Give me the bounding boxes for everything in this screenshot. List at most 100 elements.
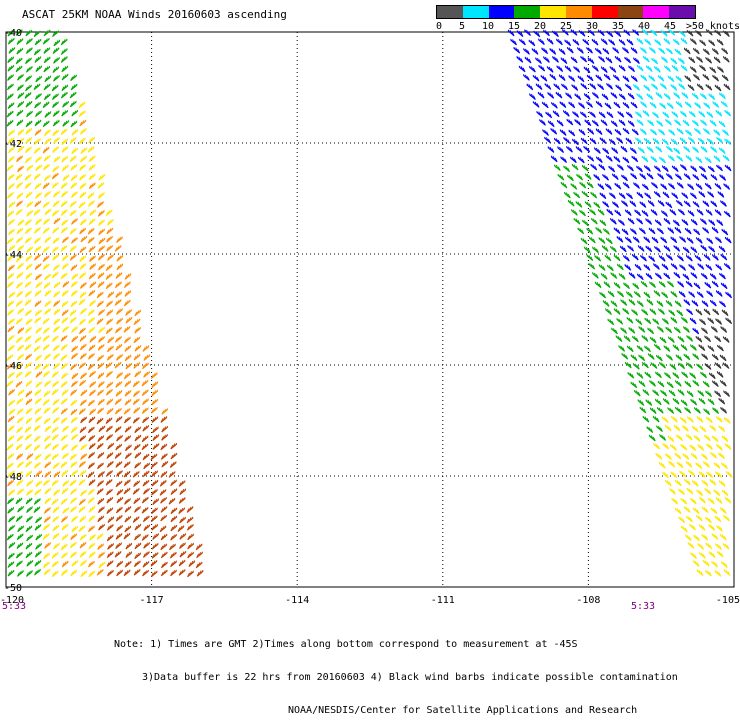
wind-barb-545 bbox=[105, 425, 113, 433]
wind-barb-1688 bbox=[674, 479, 682, 487]
wind-barb-1406 bbox=[711, 254, 719, 261]
wind-barb-1668 bbox=[701, 453, 708, 461]
wind-barb-1233 bbox=[557, 173, 565, 181]
wind-barb-61 bbox=[34, 101, 41, 109]
wind-barb-693 bbox=[70, 497, 77, 504]
wind-barb-981 bbox=[573, 66, 581, 73]
wind-barb-450 bbox=[35, 381, 43, 388]
wind-barb-1586 bbox=[649, 380, 656, 387]
wind-barb-915 bbox=[618, 39, 626, 46]
wind-barb-130 bbox=[61, 164, 69, 172]
wind-barb-112 bbox=[80, 147, 88, 154]
wind-barb-1547 bbox=[707, 345, 715, 352]
wind-barb-1340 bbox=[708, 219, 716, 226]
wind-barb-726 bbox=[186, 506, 194, 513]
wind-barb-1258 bbox=[614, 182, 622, 190]
wind-barb-72 bbox=[52, 110, 60, 117]
wind-barb-498 bbox=[8, 408, 16, 416]
wind-barb-413 bbox=[143, 354, 151, 361]
wind-barb-1501 bbox=[644, 317, 652, 325]
wind-barb-717 bbox=[106, 507, 114, 515]
scale-swatch-3 bbox=[514, 6, 541, 18]
wind-barb-1397 bbox=[631, 253, 639, 261]
wind-barb-1111 bbox=[547, 120, 555, 128]
wind-barb-553 bbox=[16, 435, 24, 442]
wind-barb-140 bbox=[62, 174, 70, 182]
wind-barb-484 bbox=[34, 397, 42, 405]
wind-barb-1204 bbox=[650, 156, 658, 163]
wind-barb-1528 bbox=[649, 336, 657, 344]
wind-barb-447 bbox=[6, 380, 14, 387]
wind-barb-1384 bbox=[654, 245, 661, 253]
wind-barb-26 bbox=[60, 56, 68, 63]
wind-barb-1236 bbox=[584, 173, 592, 180]
wind-barb-1694 bbox=[669, 488, 676, 495]
wind-barb-751 bbox=[34, 524, 42, 531]
wind-barb-559 bbox=[71, 433, 78, 441]
wind-barb-1244 bbox=[657, 173, 665, 180]
wind-barb-231 bbox=[42, 246, 50, 253]
wind-barb-1021 bbox=[526, 83, 534, 91]
wind-barb-585 bbox=[141, 443, 149, 451]
wind-barb-1709 bbox=[683, 506, 691, 513]
wind-barb-1722 bbox=[698, 524, 706, 531]
wind-barb-481 bbox=[8, 399, 16, 407]
wind-barb-1510 bbox=[725, 317, 733, 325]
wind-barb-106 bbox=[24, 146, 32, 154]
wind-barb-807 bbox=[160, 543, 168, 551]
wind-barb-1403 bbox=[685, 254, 693, 262]
wind-barb-1119 bbox=[618, 119, 626, 126]
wind-barb-285 bbox=[53, 281, 61, 289]
wind-barb-1140 bbox=[622, 127, 630, 135]
wind-barb-660 bbox=[133, 480, 141, 487]
wind-barb-1660 bbox=[706, 443, 713, 451]
wind-barb-341 bbox=[42, 317, 50, 325]
wind-barb-759 bbox=[106, 524, 114, 531]
wind-barb-1175 bbox=[566, 145, 573, 153]
wind-barb-1436 bbox=[700, 272, 708, 280]
wind-barb-1287 bbox=[707, 191, 715, 198]
wind-barb-719 bbox=[124, 506, 132, 513]
wind-barb-1421 bbox=[705, 264, 713, 271]
wind-barb-1099 bbox=[635, 111, 643, 118]
wind-barb-698 bbox=[116, 496, 124, 504]
wind-barb-594 bbox=[51, 453, 59, 461]
wind-barb-1068 bbox=[550, 102, 558, 109]
wind-barb-1410 bbox=[606, 264, 614, 272]
wind-barb-1604 bbox=[714, 390, 722, 398]
wind-barb-1181 bbox=[620, 145, 628, 153]
wind-barb-1626 bbox=[642, 415, 650, 423]
wind-barb-472 bbox=[80, 389, 88, 397]
wind-barb-1030 bbox=[606, 82, 613, 90]
wind-barb-317 bbox=[89, 299, 96, 307]
wind-barb-243 bbox=[33, 254, 41, 261]
wind-barb-27 bbox=[7, 64, 15, 72]
wind-barb-1321 bbox=[696, 208, 704, 216]
wind-barb-1129 bbox=[709, 119, 717, 127]
wind-barb-955 bbox=[552, 56, 559, 63]
wind-barb-1227 bbox=[680, 164, 687, 171]
wind-barb-1105 bbox=[688, 110, 696, 118]
wind-barb-197 bbox=[71, 218, 78, 225]
wind-barb-729 bbox=[25, 515, 33, 523]
wind-barb-88 bbox=[34, 129, 42, 136]
wind-barb-1551 bbox=[638, 354, 646, 362]
wind-barb-1352 bbox=[667, 227, 675, 234]
wind-barb-161 bbox=[53, 190, 60, 198]
wind-barb-211 bbox=[87, 227, 95, 235]
wind-barb-261 bbox=[79, 263, 87, 270]
wind-barb-345 bbox=[79, 318, 86, 326]
wind-barb-1649 bbox=[685, 433, 693, 441]
wind-barb-808 bbox=[169, 543, 176, 551]
wind-barb-548 bbox=[134, 426, 142, 434]
wind-barb-391 bbox=[88, 344, 96, 352]
wind-barb-56 bbox=[60, 91, 68, 99]
wind-barb-1014 bbox=[667, 75, 675, 83]
wind-barb-1164 bbox=[652, 137, 660, 145]
wind-barb-880 bbox=[524, 29, 531, 36]
wind-barb-1102 bbox=[662, 111, 670, 119]
color-scale-labels: 0 5 10 15 20 25 30 35 40 45 >50 knots bbox=[436, 19, 740, 32]
wind-barb-349 bbox=[116, 317, 124, 325]
wind-barb-284 bbox=[43, 282, 51, 289]
wind-barb-595 bbox=[62, 452, 69, 460]
